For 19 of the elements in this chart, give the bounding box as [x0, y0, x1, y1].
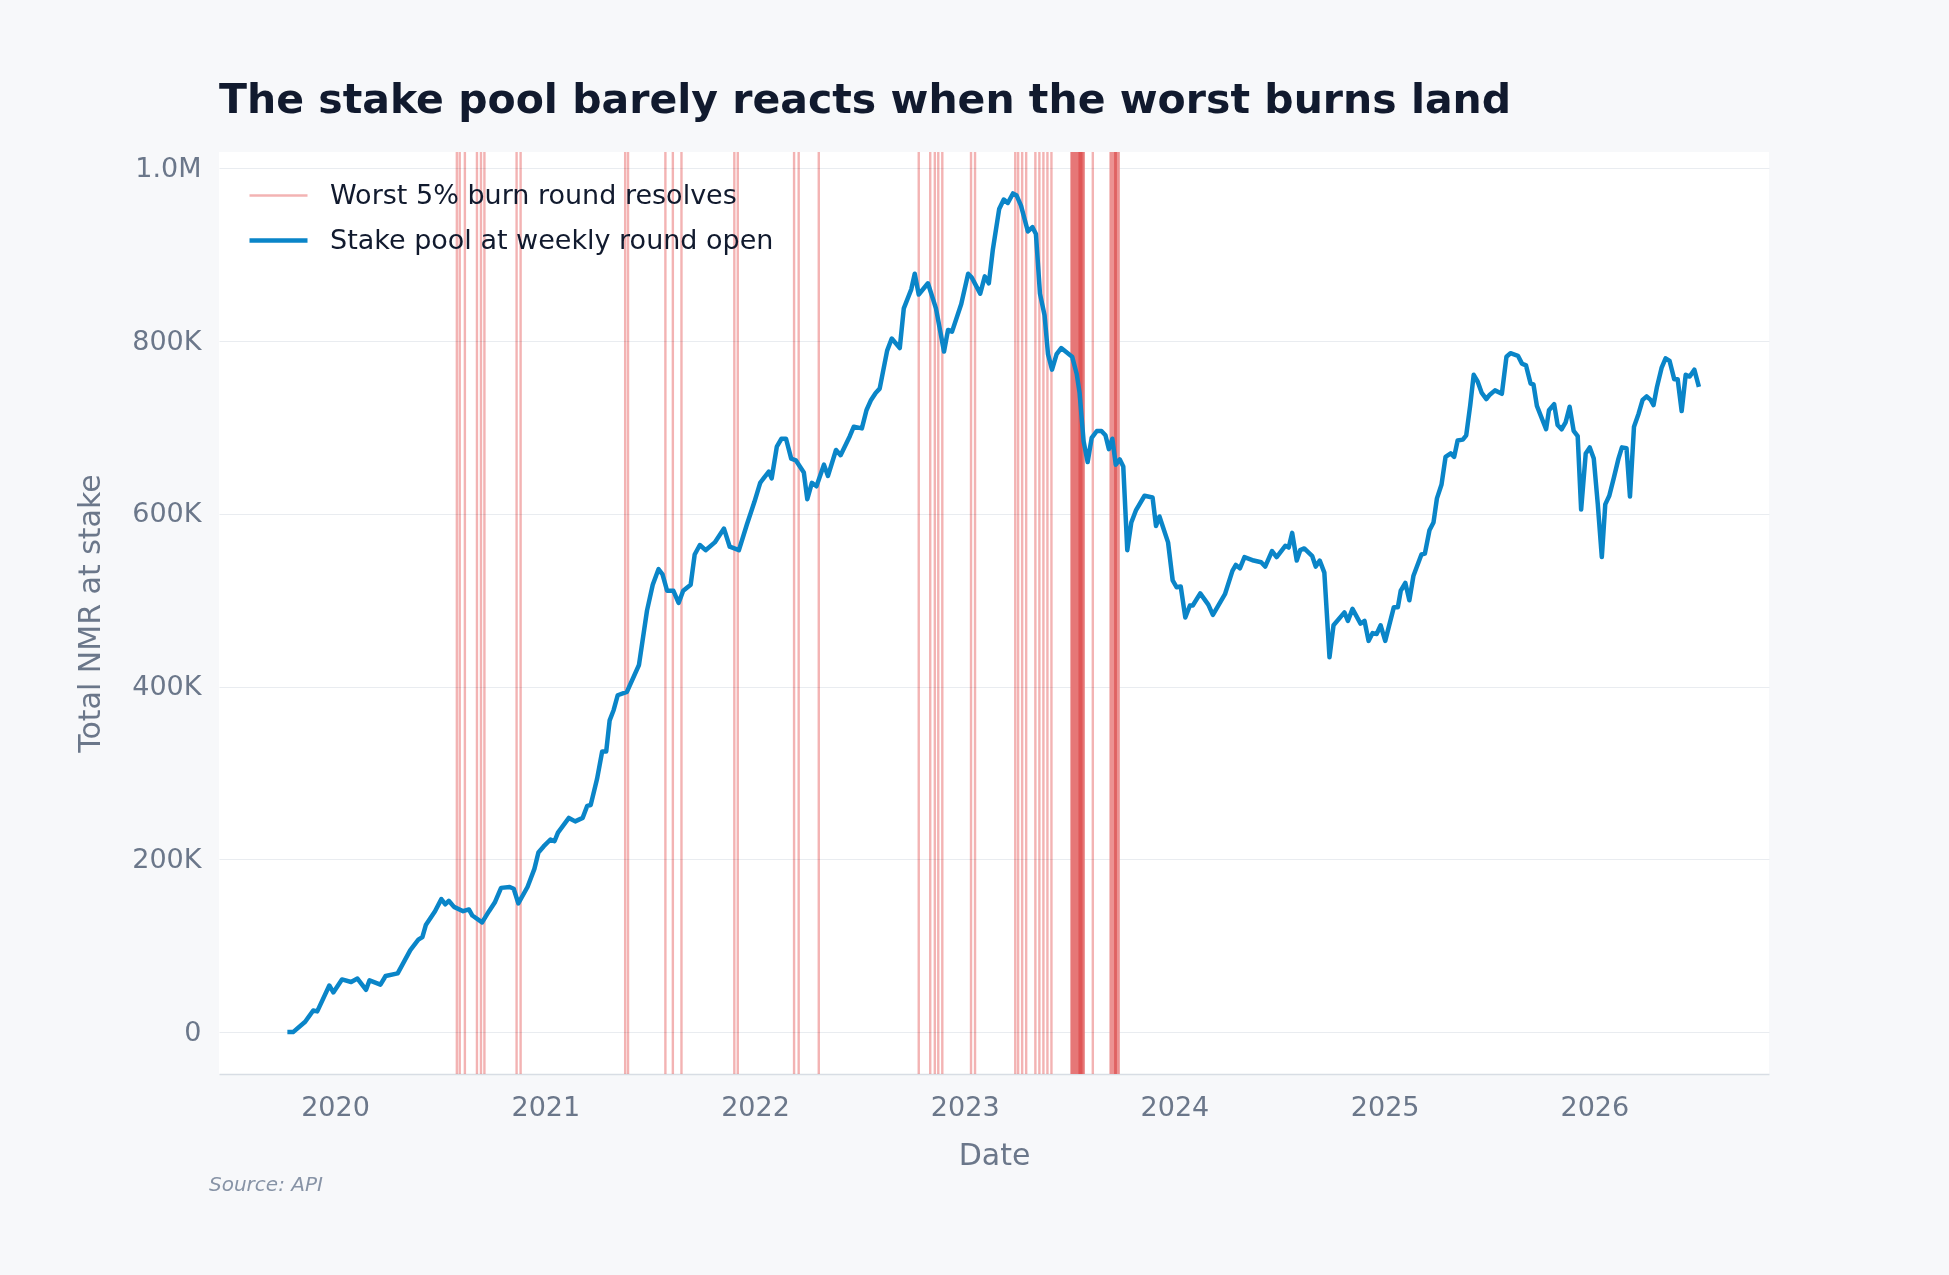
legend-label: Stake pool at weekly round open	[330, 223, 774, 255]
ref-line-label: Worst 5% burn round resolves	[330, 178, 737, 210]
y-tick-label: 600K	[132, 497, 203, 529]
x-tick-label: 2026	[1560, 1090, 1630, 1122]
x-tick-label: 2024	[1140, 1090, 1210, 1122]
chart-title: The stake pool barely reacts when the worst burns land	[219, 74, 1512, 123]
y-tick-label: 1.0M	[135, 151, 202, 183]
x-tick-label: 2022	[721, 1090, 790, 1122]
x-tick-label: 2020	[301, 1090, 370, 1122]
x-tick-label: 2023	[930, 1090, 1000, 1122]
y-tick-label: 800K	[132, 324, 203, 356]
y-tick-label: 400K	[132, 670, 203, 702]
source-note: Source: API	[209, 1172, 323, 1196]
x-axis-title: Date	[958, 1136, 1031, 1172]
y-tick-label: 0	[184, 1015, 202, 1047]
y-axis-title: Total NMR at stake	[72, 474, 108, 754]
x-tick-label: 2021	[511, 1090, 581, 1122]
x-tick-label: 2025	[1350, 1090, 1420, 1122]
y-tick-label: 200K	[132, 842, 203, 874]
